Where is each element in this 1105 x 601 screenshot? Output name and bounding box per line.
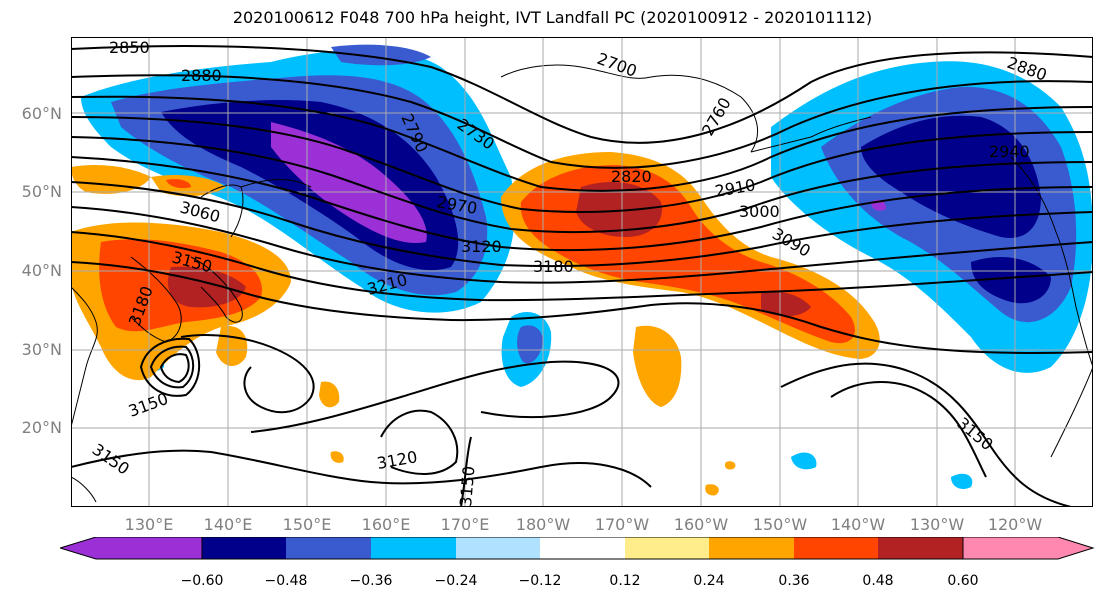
colorbar	[60, 537, 1095, 560]
colorbar-segment	[202, 537, 286, 559]
lat-label-60n: 60°N	[21, 104, 62, 123]
colorbar-segment	[371, 537, 456, 559]
contour-label: 2850	[109, 38, 150, 57]
colorbar-tick: 0.60	[947, 573, 979, 589]
negative-field-east	[771, 61, 1093, 373]
colorbar-segment	[286, 537, 371, 559]
lon-label-150w: 150°W	[752, 515, 808, 534]
lon-label-120w: 120°W	[987, 515, 1043, 534]
colorbar-segment	[709, 537, 794, 559]
colorbar-segment	[625, 537, 709, 559]
lon-label-160w: 160°W	[673, 515, 729, 534]
lon-label-180w: 180°W	[515, 515, 571, 534]
lat-label-40n: 40°N	[21, 261, 62, 280]
lat-label-50n: 50°N	[21, 182, 62, 201]
lon-label-140e: 140°E	[203, 515, 253, 534]
lon-label-130e: 130°E	[124, 515, 174, 534]
map-frame	[71, 37, 1093, 507]
lat-label-20n: 20°N	[21, 418, 62, 437]
lon-label-160e: 160°E	[361, 515, 411, 534]
lon-label-170w: 170°W	[594, 515, 650, 534]
figure-title: 2020100612 F048 700 hPa height, IVT Land…	[232, 8, 873, 27]
colorbar-tick: −0.60	[180, 573, 224, 589]
colorbar-tick: 0.24	[693, 573, 725, 589]
contour-label: 3150	[456, 465, 478, 507]
coastlines	[71, 64, 1093, 503]
lat-label-30n: 30°N	[21, 340, 62, 359]
map-canvas: 2850 2880 2700 2790 2730 2760 2880 2820 …	[71, 37, 1093, 507]
contour-label: 2820	[611, 167, 652, 186]
colorbar-segment	[962, 537, 1095, 560]
positive-field-pacific	[319, 152, 880, 496]
colorbar-tick: −0.12	[518, 573, 562, 589]
colorbar-segment	[60, 537, 203, 560]
contour-label: 2880	[181, 66, 222, 85]
graticule	[71, 37, 1093, 507]
colorbar-tick: −0.36	[349, 573, 393, 589]
lon-label-140w: 140°W	[830, 515, 886, 534]
map-panel: 2850 2880 2700 2790 2730 2760 2880 2820 …	[71, 37, 1093, 507]
colorbar-tick: −0.48	[264, 573, 308, 589]
contour-label: 3120	[461, 237, 502, 256]
colorbar-segment	[456, 537, 540, 559]
contour-label: 3180	[533, 257, 574, 276]
lon-label-130w: 130°W	[909, 515, 965, 534]
height-contours	[71, 45, 1093, 507]
lon-label-150e: 150°E	[282, 515, 332, 534]
colorbar-segment	[878, 537, 963, 559]
colorbar-tick: 0.36	[778, 573, 810, 589]
colorbar-segments	[60, 537, 1095, 560]
contour-label: 2940	[989, 142, 1030, 161]
colorbar-tick: 0.12	[609, 573, 641, 589]
colorbar-tick: −0.24	[434, 573, 478, 589]
colorbar-tick: 0.48	[862, 573, 894, 589]
colorbar-segment	[540, 537, 625, 559]
lon-label-170e: 170°E	[440, 515, 490, 534]
colorbar-segment	[794, 537, 878, 559]
contour-label: 3000	[739, 202, 780, 221]
